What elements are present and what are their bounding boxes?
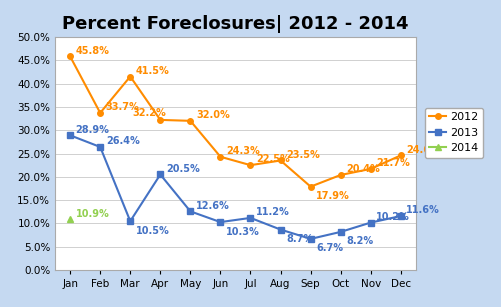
Text: 23.5%: 23.5% [286, 150, 320, 160]
Text: 6.7%: 6.7% [316, 243, 343, 253]
Text: 17.9%: 17.9% [316, 191, 350, 201]
Text: 22.5%: 22.5% [256, 154, 290, 164]
Title: Percent Foreclosures| 2012 - 2014: Percent Foreclosures| 2012 - 2014 [62, 14, 409, 33]
Text: 24.6%: 24.6% [406, 145, 440, 155]
Text: 32.2%: 32.2% [133, 108, 166, 118]
Text: 8.7%: 8.7% [286, 234, 313, 244]
Legend: 2012, 2013, 2014: 2012, 2013, 2014 [425, 108, 483, 158]
Text: 20.5%: 20.5% [166, 164, 199, 174]
Text: 11.2%: 11.2% [256, 207, 290, 217]
Text: 28.9%: 28.9% [76, 125, 110, 134]
Text: 12.6%: 12.6% [196, 200, 229, 211]
Text: 26.4%: 26.4% [106, 136, 139, 146]
Text: 45.8%: 45.8% [76, 46, 110, 56]
Text: 8.2%: 8.2% [346, 236, 373, 247]
Text: 10.9%: 10.9% [76, 208, 109, 219]
Text: 10.2%: 10.2% [376, 212, 410, 222]
Text: 10.3%: 10.3% [226, 227, 260, 237]
Text: 20.4%: 20.4% [346, 164, 380, 174]
Text: 32.0%: 32.0% [196, 110, 229, 120]
Text: 11.6%: 11.6% [406, 205, 440, 215]
Text: 10.5%: 10.5% [136, 226, 169, 236]
Text: 33.7%: 33.7% [106, 102, 139, 112]
Text: 41.5%: 41.5% [136, 66, 169, 76]
Text: 24.3%: 24.3% [226, 146, 260, 156]
Text: 21.7%: 21.7% [376, 158, 410, 168]
